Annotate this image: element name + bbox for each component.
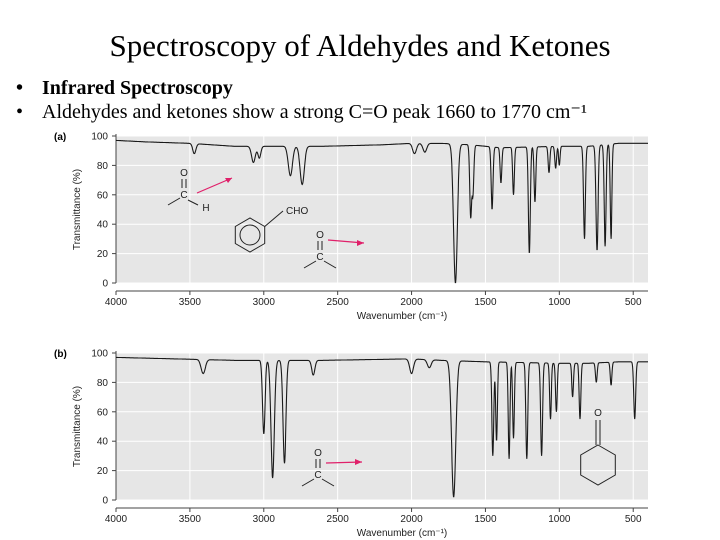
panel-label: (b) (54, 349, 67, 360)
x-tick-label: 4000 (105, 297, 128, 308)
x-tick-label: 3500 (179, 514, 202, 525)
plot-area (116, 353, 648, 500)
x-tick-label: 2000 (400, 297, 423, 308)
single-bond-line (167, 197, 181, 206)
bullet-list: • Infrared Spectroscopy • Aldehydes and ke… (16, 76, 587, 124)
y-axis-label: Transmittance (%) (72, 169, 83, 250)
bullet-dot-icon: • (16, 101, 24, 123)
bullet-text: Infrared Spectroscopy (42, 77, 233, 99)
single-bond-line (264, 210, 284, 227)
benzene-ring-icon (234, 217, 266, 253)
aromatic-circle-icon (239, 224, 261, 246)
panel-label: (a) (54, 132, 66, 143)
x-axis-label: Wavenumber (cm⁻¹) (357, 528, 447, 539)
x-tick-label: 500 (625, 297, 642, 308)
x-tick-label: 2000 (400, 514, 423, 525)
single-bond-line (301, 478, 315, 487)
atom-label-oxygen: O (316, 230, 324, 241)
arrowhead-icon (225, 178, 232, 183)
atom-label-oxygen: O (314, 448, 322, 459)
annotation-arrow (196, 177, 233, 194)
x-tick-label: 1000 (548, 514, 571, 525)
y-tick-label: 80 (97, 161, 109, 172)
single-bond-line (303, 260, 317, 269)
y-tick-label: 100 (91, 349, 108, 360)
y-tick-label: 80 (97, 378, 109, 389)
x-tick-label: 2500 (327, 514, 350, 525)
y-tick-label: 20 (97, 466, 109, 477)
x-tick-label: 2500 (327, 297, 350, 308)
spectrum-panel-a: 0 20 40 60 80 100 4000 3500 3000 2500 2000 1500 1000… (54, 132, 648, 322)
x-tick-label: 1500 (474, 297, 497, 308)
y-tick-label: 0 (102, 279, 108, 290)
arrowhead-icon (357, 240, 364, 246)
atom-label-oxygen: O (180, 168, 188, 179)
x-tick-label: 3000 (253, 297, 276, 308)
y-tick-label: 40 (97, 437, 109, 448)
y-tick-label: 60 (97, 407, 109, 418)
single-bond-line (187, 199, 199, 206)
atom-label-carbon: C (316, 252, 323, 263)
x-tick-label: 3500 (179, 297, 202, 308)
y-tick-label: 100 (91, 132, 108, 143)
bullet-dot-icon: • (16, 77, 24, 99)
atom-label-carbon: C (314, 470, 321, 481)
spectrum-panel-b: 0 20 40 60 80 100 4000 3500 3000 2500 2000 1500 1000… (54, 349, 648, 539)
spectrum-trace (116, 356, 648, 498)
x-tick-label: 1000 (548, 297, 571, 308)
x-tick-label: 1500 (474, 514, 497, 525)
x-tick-label: 4000 (105, 514, 128, 525)
slide-title: Spectroscopy of Aldehydes and Ketones (109, 28, 611, 63)
x-tick-label: 500 (625, 514, 642, 525)
x-tick-label: 3000 (253, 514, 276, 525)
arrowhead-icon (355, 459, 362, 465)
single-bond-line (321, 478, 335, 487)
atom-label-hydrogen: H (202, 203, 209, 214)
y-tick-label: 40 (97, 220, 109, 231)
bullet-item: • Aldehydes and ketones show a strong C=O… (16, 100, 587, 124)
substituent-label: CHO (286, 206, 308, 217)
plot-area (116, 136, 648, 283)
single-bond-line (323, 260, 337, 269)
atom-label-oxygen: O (594, 408, 602, 419)
cyclohexane-ring-icon (580, 444, 616, 486)
y-axis-label: Transmittance (%) (72, 386, 83, 467)
x-axis-label: Wavenumber (cm⁻¹) (357, 311, 447, 322)
y-tick-label: 0 (102, 496, 108, 507)
bullet-text: Aldehydes and ketones show a strong C=O … (42, 101, 587, 123)
bullet-item: • Infrared Spectroscopy (16, 76, 587, 100)
y-tick-label: 20 (97, 249, 109, 260)
y-tick-label: 60 (97, 190, 109, 201)
spectrum-trace (116, 139, 648, 284)
atom-label-carbon: C (180, 190, 187, 201)
